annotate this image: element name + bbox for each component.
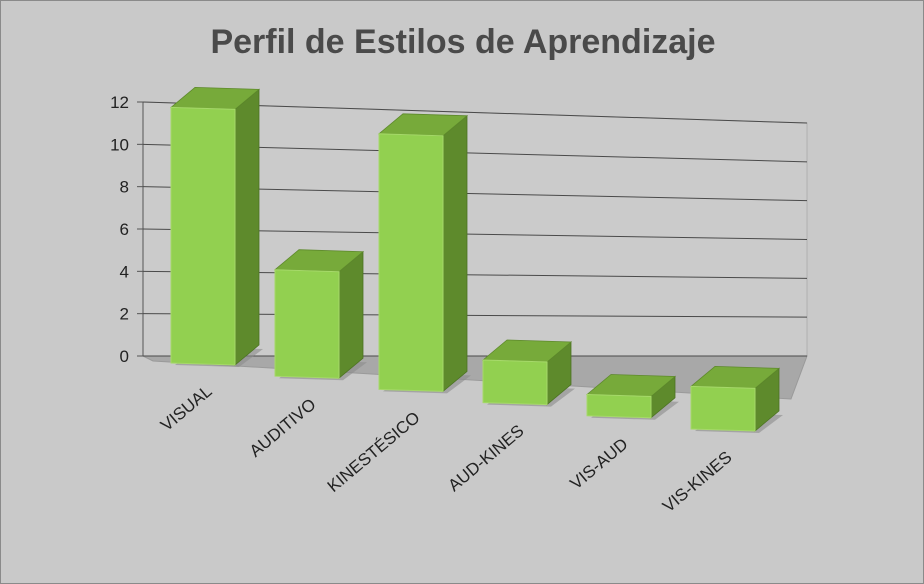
chart-title: Perfil de Estilos de Aprendizaje	[210, 23, 715, 61]
x-tick-label: KINESTÉSICO	[324, 408, 424, 496]
y-tick-label: 12	[110, 93, 129, 112]
bars	[169, 86, 783, 433]
x-tick-label: AUD-KINES	[444, 421, 527, 495]
bar-vis-aud	[585, 374, 679, 420]
x-tick-label: AUDITIVO	[246, 395, 320, 461]
x-tick-label: VISUAL	[157, 382, 216, 435]
bar-aud-kines	[481, 339, 575, 407]
y-axis-ticks: 0 2 4 6 8 10 12	[110, 93, 143, 366]
bar-auditivo	[273, 249, 367, 381]
x-tick-label: VIS-AUD	[567, 434, 632, 493]
x-tick-label: VIS-KINES	[659, 448, 736, 517]
y-tick-label: 8	[120, 178, 129, 197]
y-tick-label: 4	[120, 262, 129, 281]
y-tick-label: 0	[120, 347, 129, 366]
bar-kinestésico	[377, 113, 471, 394]
bar-vis-kines	[689, 365, 783, 433]
y-tick-label: 2	[120, 305, 129, 324]
y-tick-label: 10	[110, 135, 129, 154]
y-tick-label: 6	[120, 220, 129, 239]
bar-visual	[169, 86, 263, 367]
